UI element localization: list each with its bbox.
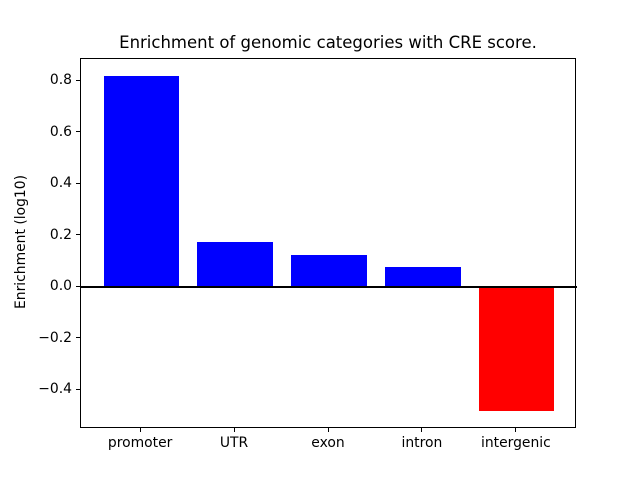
x-tick-mark: [515, 427, 517, 432]
y-tick-mark: [76, 131, 80, 133]
chart-title: Enrichment of genomic categories with CR…: [119, 33, 537, 52]
y-tick-mark: [76, 79, 80, 81]
x-tick-label-intergenic: intergenic: [480, 434, 551, 451]
y-tick-label: 0.0: [49, 278, 72, 295]
y-tick-label: 0.4: [49, 175, 72, 192]
x-tick-mark: [327, 427, 329, 432]
y-tick-mark: [76, 337, 80, 339]
y-tick-label: 0.8: [49, 72, 72, 89]
x-tick-label-intron: intron: [401, 434, 443, 451]
plot-area: [80, 58, 577, 428]
y-tick-mark: [76, 234, 80, 236]
y-tick-mark: [76, 182, 80, 184]
x-tick-mark: [421, 427, 423, 432]
y-tick-mark: [76, 285, 80, 287]
y-tick-label: −0.4: [38, 381, 72, 398]
x-tick-label-exon: exon: [311, 434, 345, 451]
x-tick-label-UTR: UTR: [219, 434, 249, 451]
y-tick-label: 0.6: [49, 123, 72, 140]
bar-promoter: [103, 76, 179, 288]
x-tick-label-promoter: promoter: [107, 434, 173, 451]
x-tick-mark: [233, 427, 235, 432]
bar-intergenic: [479, 287, 555, 411]
y-tick-label: 0.2: [49, 226, 72, 243]
zero-line: [81, 286, 577, 289]
bar-intron: [385, 266, 461, 288]
y-tick-mark: [76, 388, 80, 390]
y-tick-label: −0.2: [38, 329, 72, 346]
x-tick-mark: [139, 427, 141, 432]
bar-UTR: [197, 242, 273, 288]
bar-exon: [291, 255, 367, 288]
